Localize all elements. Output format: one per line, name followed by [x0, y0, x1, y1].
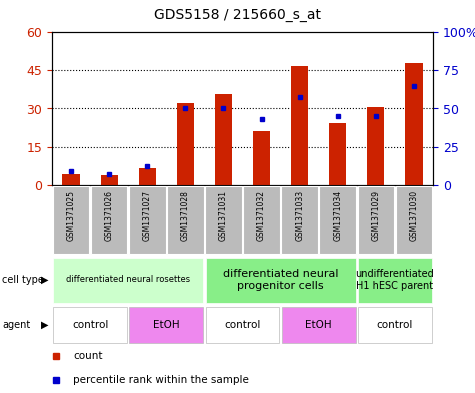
Bar	[205, 186, 242, 253]
Text: GSM1371033: GSM1371033	[295, 190, 304, 241]
Text: GDS5158 / 215660_s_at: GDS5158 / 215660_s_at	[154, 8, 321, 22]
Text: differentiated neural rosettes: differentiated neural rosettes	[66, 275, 190, 285]
Text: GSM1371031: GSM1371031	[219, 190, 228, 241]
Text: agent: agent	[2, 320, 30, 330]
Text: differentiated neural
progenitor cells: differentiated neural progenitor cells	[223, 269, 338, 291]
Bar	[405, 62, 423, 185]
Bar	[129, 307, 203, 343]
Text: ▶: ▶	[41, 320, 48, 330]
Bar	[320, 186, 356, 253]
Text: EtOH: EtOH	[305, 320, 332, 330]
Bar	[358, 186, 394, 253]
Bar	[358, 257, 432, 303]
Text: ▶: ▶	[41, 275, 48, 285]
Text: GSM1371028: GSM1371028	[181, 190, 190, 241]
Bar	[53, 186, 89, 253]
Text: percentile rank within the sample: percentile rank within the sample	[73, 375, 249, 385]
Bar	[243, 186, 280, 253]
Text: GSM1371025: GSM1371025	[66, 190, 76, 241]
Text: GSM1371030: GSM1371030	[409, 190, 418, 241]
Text: GSM1371029: GSM1371029	[371, 190, 380, 241]
Bar	[91, 186, 127, 253]
Text: undifferentiated
H1 hESC parent: undifferentiated H1 hESC parent	[355, 269, 434, 291]
Bar	[291, 66, 308, 185]
Bar	[167, 186, 204, 253]
Text: EtOH: EtOH	[153, 320, 180, 330]
Text: control: control	[224, 320, 261, 330]
Text: GSM1371032: GSM1371032	[257, 190, 266, 241]
Text: control: control	[72, 320, 108, 330]
Bar	[329, 123, 346, 185]
Bar	[358, 307, 432, 343]
Bar	[206, 307, 279, 343]
Bar	[53, 257, 203, 303]
Text: cell type: cell type	[2, 275, 44, 285]
Text: GSM1371027: GSM1371027	[143, 190, 152, 241]
Bar	[396, 186, 432, 253]
Bar	[177, 103, 194, 185]
Bar	[63, 174, 80, 185]
Bar	[206, 257, 356, 303]
Text: control: control	[377, 320, 413, 330]
Bar	[139, 169, 156, 185]
Bar	[215, 94, 232, 185]
Bar	[282, 307, 356, 343]
Bar	[253, 131, 270, 185]
Text: count: count	[73, 351, 103, 360]
Bar	[129, 186, 166, 253]
Text: GSM1371026: GSM1371026	[104, 190, 114, 241]
Bar	[53, 307, 127, 343]
Bar	[101, 175, 118, 185]
Bar	[367, 107, 384, 185]
Text: GSM1371034: GSM1371034	[333, 190, 342, 241]
Bar	[281, 186, 318, 253]
